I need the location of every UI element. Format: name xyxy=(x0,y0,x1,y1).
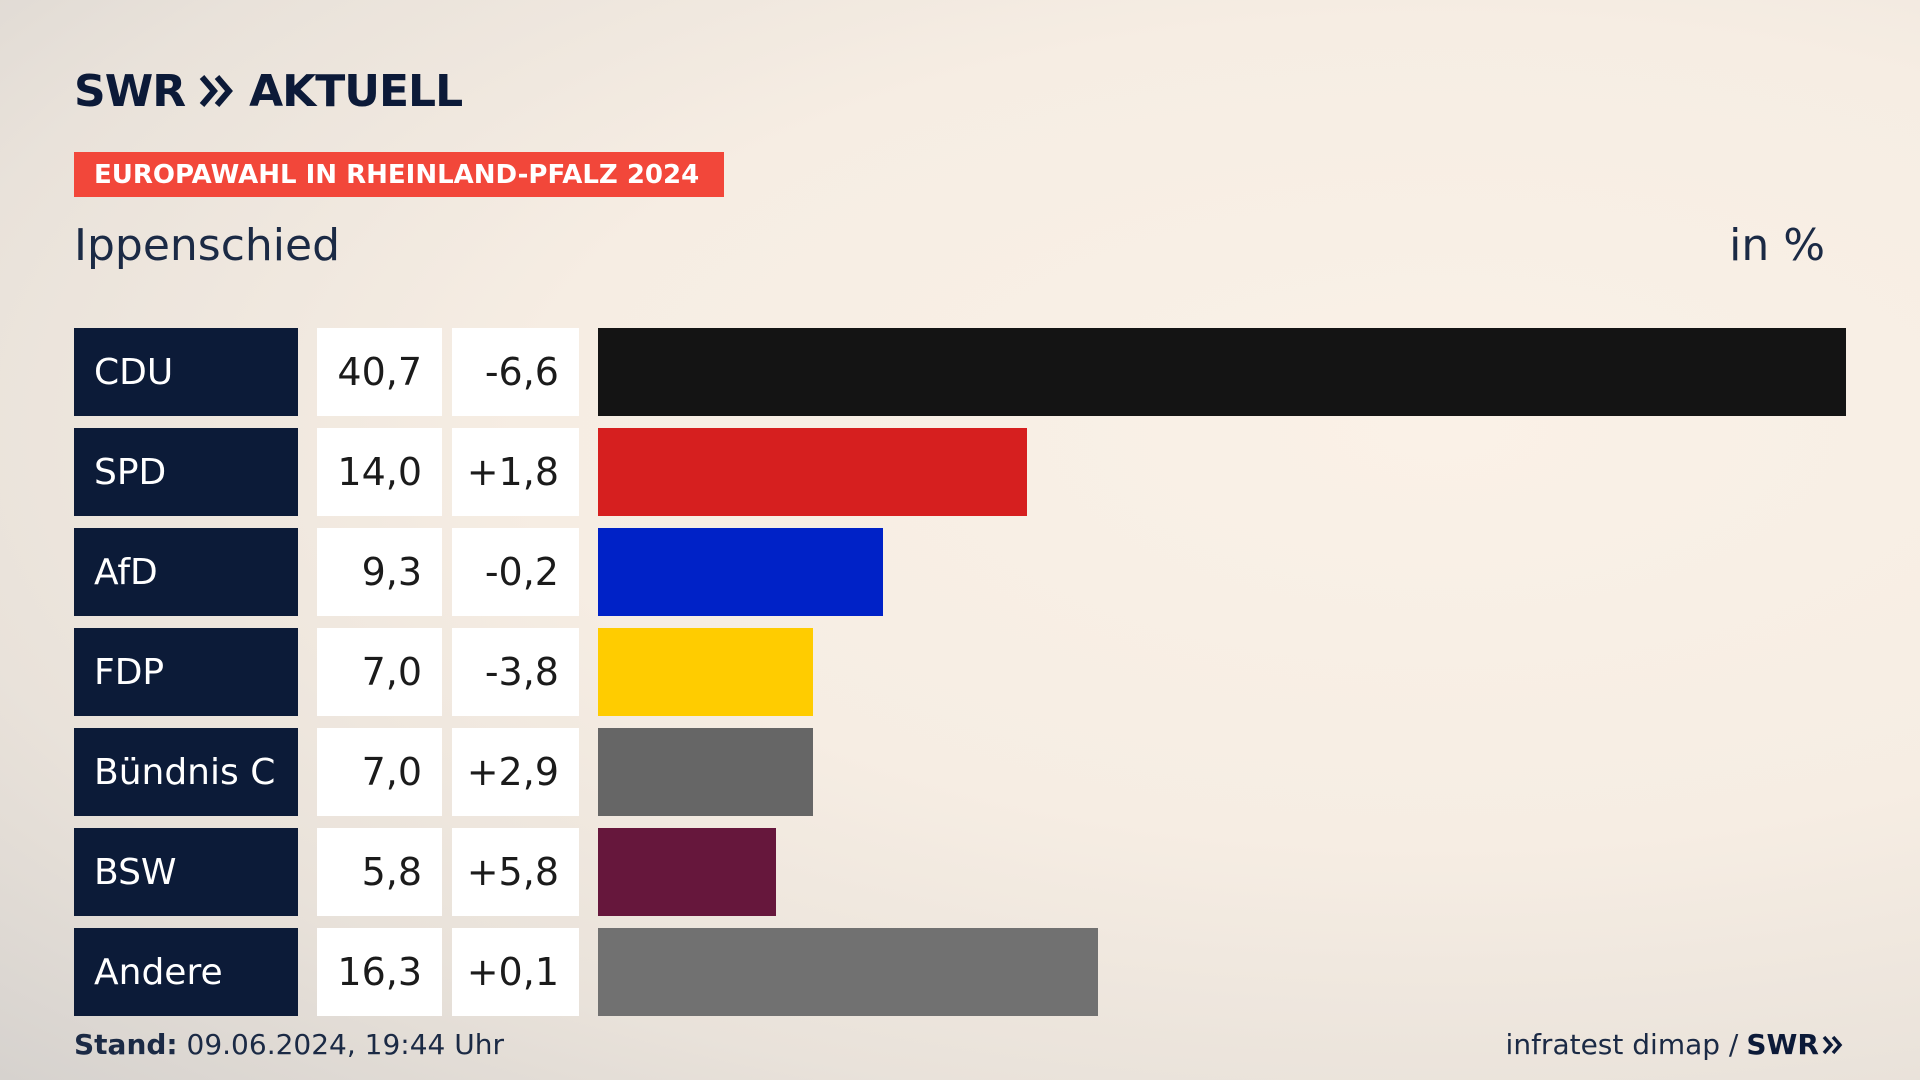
change-label: +0,1 xyxy=(452,928,579,1016)
change-label: -0,2 xyxy=(452,528,579,616)
party-label: BSW xyxy=(74,828,298,916)
change-label: -3,8 xyxy=(452,628,579,716)
stand-value: 09.06.2024, 19:44 Uhr xyxy=(186,1028,504,1061)
vote-share-label: 7,0 xyxy=(317,628,442,716)
party-label: CDU xyxy=(74,328,298,416)
result-bar xyxy=(598,528,883,616)
vote-share-label: 40,7 xyxy=(317,328,442,416)
mini-chevron-icon xyxy=(1822,1035,1843,1054)
result-bar xyxy=(598,928,1098,1016)
election-banner: EUROPAWAHL IN RHEINLAND-PFALZ 2024 xyxy=(74,152,724,197)
party-label: Andere xyxy=(74,928,298,1016)
mini-logo-text: SWR xyxy=(1746,1028,1819,1061)
stand-label: Stand: xyxy=(74,1028,178,1061)
vote-share-label: 7,0 xyxy=(317,728,442,816)
source-credit: infratest dimap / SWR xyxy=(1506,1028,1844,1061)
party-label: SPD xyxy=(74,428,298,516)
vote-share-label: 14,0 xyxy=(317,428,442,516)
logo-swr-text: SWR xyxy=(74,65,186,117)
vote-share-label: 5,8 xyxy=(317,828,442,916)
vote-share-label: 9,3 xyxy=(317,528,442,616)
place-title: Ippenschied xyxy=(74,220,341,271)
result-bar xyxy=(598,728,813,816)
logo-aktuell-text: AKTUELL xyxy=(249,65,463,117)
vote-share-label: 16,3 xyxy=(317,928,442,1016)
result-bar xyxy=(598,328,1846,416)
change-label: -6,6 xyxy=(452,328,579,416)
source-text: infratest dimap / xyxy=(1505,1028,1739,1061)
party-label: FDP xyxy=(74,628,298,716)
result-bar xyxy=(598,628,813,716)
change-label: +5,8 xyxy=(452,828,579,916)
timestamp: Stand: 09.06.2024, 19:44 Uhr xyxy=(74,1028,504,1061)
result-bar xyxy=(598,828,776,916)
swr-aktuell-logo: SWR AKTUELL xyxy=(74,65,463,117)
change-label: +1,8 xyxy=(452,428,579,516)
double-chevron-icon xyxy=(199,73,235,109)
unit-label: in % xyxy=(1729,220,1825,271)
result-bar xyxy=(598,428,1027,516)
party-label: Bündnis C xyxy=(74,728,298,816)
party-label: AfD xyxy=(74,528,298,616)
swr-mini-logo: SWR xyxy=(1746,1028,1844,1061)
change-label: +2,9 xyxy=(452,728,579,816)
